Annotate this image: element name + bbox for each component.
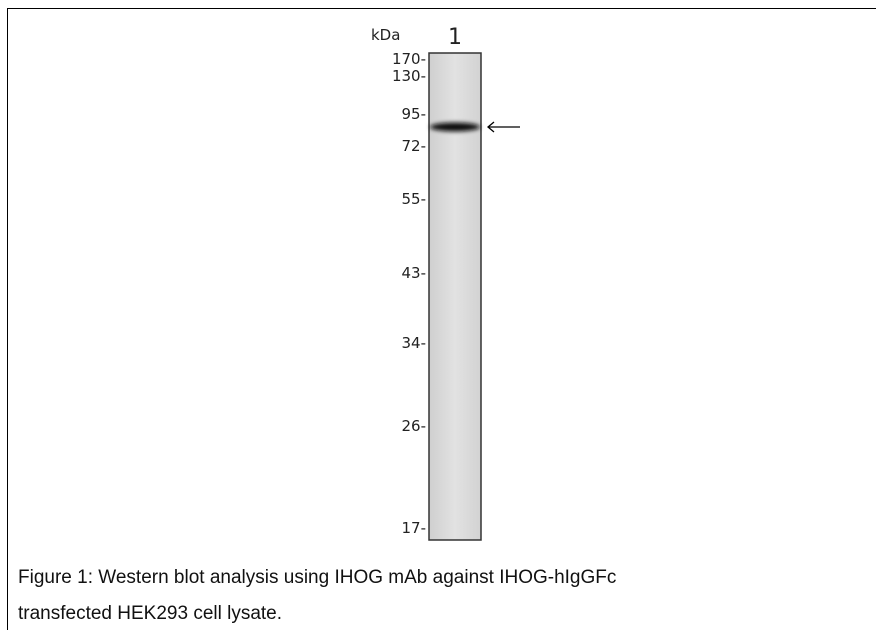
western-blot: kDa 1 170-130- 95- 72- 55- 43- 34- 26- 17- [0, 0, 876, 560]
marker-label: 130- [392, 67, 426, 85]
lane-label: 1 [448, 25, 462, 50]
marker-label: 55- [402, 190, 427, 208]
marker-label: 43- [402, 264, 427, 282]
marker-label: 17- [402, 519, 427, 537]
unit-label: kDa [371, 26, 400, 44]
marker-label: 95- [402, 105, 427, 123]
marker-label: 34- [402, 334, 427, 352]
caption-line: Figure 1: Western blot analysis using IH… [18, 567, 616, 589]
band [430, 123, 480, 132]
marker-label: 26- [402, 417, 427, 435]
marker-label: 72- [402, 137, 427, 155]
marker-label: 170- [392, 50, 426, 68]
page: kDa 1 170-130- 95- 72- 55- 43- 34- 26- 17- Figu… [0, 0, 876, 630]
caption-line: transfected HEK293 cell lysate. [18, 603, 282, 625]
